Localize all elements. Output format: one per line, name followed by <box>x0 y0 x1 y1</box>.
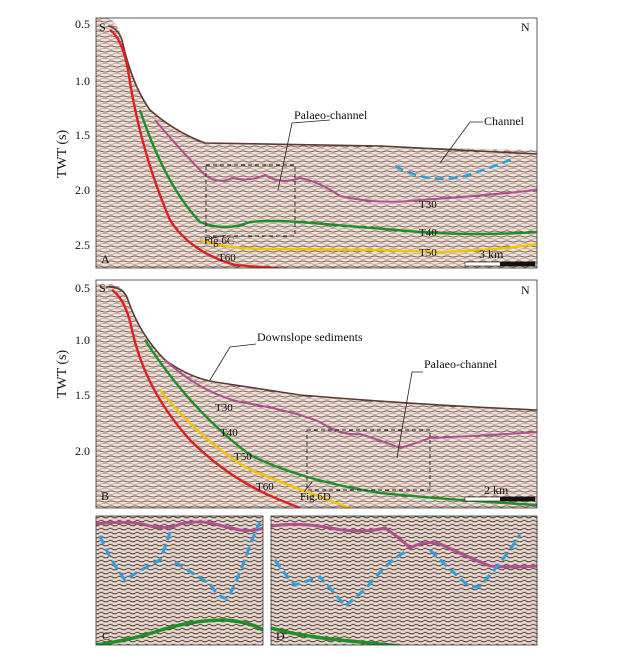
panel-b-horizon-t60 <box>111 289 301 508</box>
panel-b-downslope-leader <box>209 343 257 381</box>
panel-a-scale-bar <box>464 261 536 267</box>
panel-b-detail-box <box>306 429 431 491</box>
panel-b-t40-label: T40 <box>220 427 238 439</box>
panel-b-ytick-3: 2.0 <box>75 444 90 458</box>
panel-a-detail-box <box>205 164 296 237</box>
panel-d-horizon-t40 <box>271 626 408 645</box>
panel-d <box>270 515 538 646</box>
panel-a-scale-label: 3 km <box>479 247 504 261</box>
panel-b-direction-north: N <box>521 283 530 297</box>
panel-b-palaeo-channel-leader <box>396 371 423 459</box>
panel-a-channel-leader <box>439 121 483 164</box>
panel-b-scale-bar <box>464 496 536 502</box>
panel-d-frame <box>270 515 538 646</box>
panel-d-horizon-t30 <box>271 522 537 569</box>
panel-b-direction-south: S <box>99 281 106 295</box>
panel-b-frame <box>95 279 538 509</box>
panel-b-ytick-0: 0.5 <box>75 281 90 295</box>
panel-b-seismic-section <box>96 284 537 508</box>
panel-a-t60-label: T60 <box>218 252 236 264</box>
panel-c-frame <box>95 515 264 646</box>
panel-d-letter: D <box>276 629 285 643</box>
panel-b <box>95 279 538 509</box>
panel-b-horizon-t40 <box>143 339 537 507</box>
panel-b-t30-label: T30 <box>215 402 233 414</box>
panel-b-t50-label: T50 <box>234 451 252 463</box>
panel-b-ylabel: TWT (s) <box>55 349 70 398</box>
panel-b-horizon-t30 <box>164 359 537 450</box>
panel-b-ytick-2: 1.5 <box>75 388 90 402</box>
panel-b-fig-ref-label: Fig.6D <box>300 491 331 503</box>
panel-c <box>95 515 264 646</box>
panel-b-palaeo-channel-label: Palaeo-channel <box>424 357 498 371</box>
panel-b-scale-label: 2 km <box>484 483 509 497</box>
panel-c-horizon-t40 <box>96 618 263 645</box>
panel-a-ytick-4: 2.5 <box>75 238 90 252</box>
panel-b-letter: B <box>101 489 109 503</box>
panel-a-horizon-t60 <box>109 29 290 268</box>
panel-a-horizon-t50 <box>199 238 537 254</box>
panel-a-fig-ref-leader <box>204 234 227 241</box>
panel-a-seafloor <box>107 25 537 155</box>
panel-a-seismic-section <box>96 18 537 268</box>
panel-c-letter: C <box>102 629 110 643</box>
panel-d-seismic-detail <box>271 516 537 645</box>
panel-a-channel-label: Channel <box>484 114 525 128</box>
panel-a-t40-label: T40 <box>419 227 437 239</box>
panel-b-fig-ref-leader <box>303 481 313 493</box>
panel-d-channel-outline <box>273 534 522 609</box>
panel-a-ytick-2: 1.5 <box>75 128 90 142</box>
panel-b-seafloor <box>105 286 537 411</box>
panel-c-channel-outline <box>98 521 262 600</box>
panel-a-t30-label: T30 <box>419 199 437 211</box>
panel-c-horizon-t30 <box>96 520 263 533</box>
panel-a <box>95 17 538 269</box>
panel-a-direction-south: S <box>99 20 106 34</box>
panel-b-downslope-label: Downslope sediments <box>257 330 363 344</box>
panel-a-frame <box>95 17 538 269</box>
panel-a-ytick-1: 1.0 <box>75 74 90 88</box>
panel-a-channel-outline <box>394 156 516 181</box>
panel-a-direction-north: N <box>521 20 530 34</box>
panel-a-palaeo-channel-label: Palaeo-channel <box>294 108 368 122</box>
panel-a-horizon-t30 <box>154 119 537 203</box>
panel-a-ylabel: TWT (s) <box>55 129 70 178</box>
panel-a-ytick-3: 2.0 <box>75 183 90 197</box>
panel-b-t60-label: T60 <box>256 481 274 493</box>
panel-a-horizon-t40 <box>138 109 537 236</box>
panel-b-ytick-1: 1.0 <box>75 333 90 347</box>
panel-a-fig-ref-label: Fig.6C <box>204 235 234 247</box>
panel-a-ytick-0: 0.5 <box>75 17 90 31</box>
panel-a-palaeo-channel-leader <box>277 119 331 191</box>
panel-b-horizon-t50 <box>159 389 351 508</box>
panel-a-letter: A <box>101 252 110 266</box>
panel-a-t50-label: T50 <box>419 247 437 259</box>
